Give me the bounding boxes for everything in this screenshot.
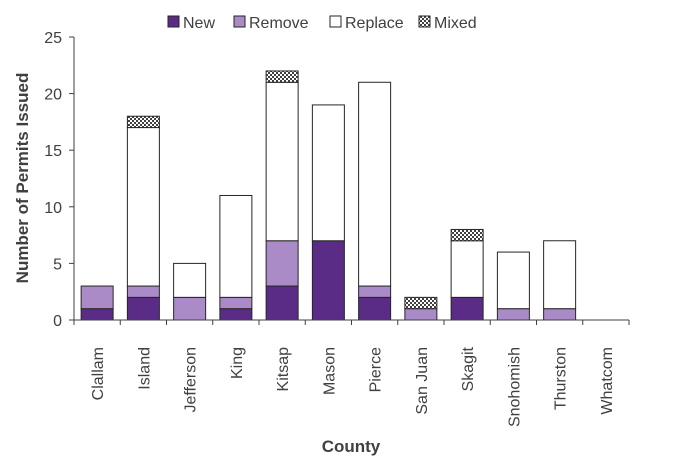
bar-segment-kitsap-new — [265, 285, 299, 321]
bar-segment-pierce-new — [358, 296, 392, 321]
bar-segment-mason-replace — [311, 104, 345, 242]
y-tick-label: 25 — [44, 30, 62, 47]
bar-segment-snohomish-remove — [496, 308, 530, 321]
bar-segment-san-juan-mixed — [404, 296, 438, 310]
x-tick-label-pierce: Pierce — [368, 347, 385, 392]
bar-segment-island-remove — [126, 285, 160, 298]
bar-segment-skagit-new — [450, 296, 484, 321]
legend-swatch-replace — [329, 15, 342, 28]
bar-segment-jefferson-remove — [173, 296, 207, 321]
legend-label-mixed: Mixed — [434, 15, 477, 32]
bar-segment-skagit-mixed — [450, 228, 484, 242]
bar-segment-clallam-new — [80, 308, 114, 321]
y-tick-label: 0 — [53, 313, 62, 330]
bar-segment-pierce-remove — [358, 285, 392, 298]
x-axis-title: County — [322, 437, 381, 456]
bar-segment-kitsap-remove — [265, 240, 299, 287]
x-tick-label-clallam: Clallam — [90, 347, 107, 400]
y-axis: 0 5 10 15 20 25 — [44, 30, 75, 330]
legend-swatch-mixed — [418, 15, 431, 28]
legend-label-remove: Remove — [249, 15, 309, 32]
legend-swatch-new — [167, 15, 180, 28]
legend: New Remove Replace Mixed — [167, 15, 477, 32]
legend-label-replace: Replace — [345, 15, 404, 32]
bar-segment-island-replace — [126, 127, 160, 287]
x-tick-label-island: Island — [136, 347, 153, 390]
legend-label-new: New — [183, 15, 215, 32]
y-tick-label: 5 — [53, 256, 62, 273]
bar-segment-king-replace — [219, 194, 253, 298]
bar-segment-snohomish-replace — [496, 251, 530, 310]
bar-segment-jefferson-replace — [173, 262, 207, 298]
x-tick-label-mason: Mason — [321, 347, 338, 395]
bar-segment-clallam-remove — [80, 285, 114, 310]
y-tick-label: 20 — [44, 87, 62, 104]
legend-swatch-remove — [233, 15, 246, 28]
bar-segment-thurston-replace — [543, 240, 577, 310]
bar-segment-island-mixed — [126, 115, 160, 129]
bar-segment-pierce-replace — [358, 81, 392, 287]
x-tick-label-san-juan: San Juan — [414, 347, 431, 415]
bar-segment-kitsap-replace — [265, 81, 299, 242]
x-tick-label-kitsap: Kitsap — [275, 347, 292, 392]
bar-segment-kitsap-mixed — [265, 70, 299, 83]
y-tick-label: 10 — [44, 200, 62, 217]
x-tick-label-skagit: Skagit — [460, 346, 477, 391]
x-tick-label-king: King — [229, 347, 246, 379]
x-tick-label-thurston: Thurston — [553, 347, 570, 410]
bar-segment-san-juan-remove — [404, 308, 438, 321]
bars-group — [80, 70, 577, 321]
bar-segment-thurston-remove — [543, 308, 577, 321]
bar-segment-king-new — [219, 308, 253, 321]
x-tick-label-whatcom: Whatcom — [599, 347, 616, 415]
bar-segment-skagit-replace — [450, 240, 484, 298]
x-tick-label-snohomish: Snohomish — [506, 347, 523, 427]
bar-segment-mason-new — [311, 240, 345, 321]
x-tick-label-jefferson: Jefferson — [183, 347, 200, 413]
bar-segment-king-remove — [219, 296, 253, 310]
bar-segment-island-new — [126, 296, 160, 321]
y-tick-label: 15 — [44, 143, 62, 160]
x-axis: Clallam Island Jefferson King Kitsap Mason Pie… — [73, 319, 630, 427]
y-axis-title: Number of Permits Issued — [13, 73, 32, 284]
